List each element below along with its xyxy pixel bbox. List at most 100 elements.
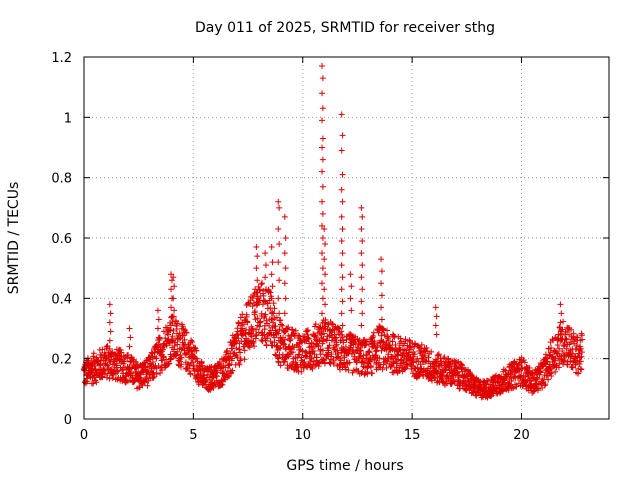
- data-point: [564, 361, 571, 368]
- data-point: [249, 295, 256, 302]
- data-point: [309, 365, 316, 372]
- data-point: [113, 360, 120, 367]
- data-point: [418, 341, 425, 348]
- x-tick-label: 15: [404, 428, 421, 443]
- data-point: [378, 292, 385, 299]
- data-point: [369, 370, 376, 377]
- data-point: [168, 304, 175, 311]
- data-point: [338, 111, 345, 118]
- data-point: [359, 310, 366, 317]
- data-point: [329, 320, 336, 327]
- data-point: [304, 334, 311, 341]
- data-point: [556, 360, 563, 367]
- data-point: [193, 355, 200, 362]
- data-point: [259, 280, 266, 287]
- data-point: [189, 338, 196, 345]
- data-point: [237, 322, 244, 329]
- data-point: [558, 328, 565, 335]
- data-point: [153, 371, 160, 378]
- data-point: [285, 332, 292, 339]
- data-point: [275, 259, 282, 266]
- data-point: [166, 319, 173, 326]
- data-point: [224, 347, 231, 354]
- data-point: [174, 320, 181, 327]
- data-point: [358, 225, 365, 232]
- data-point: [216, 359, 223, 366]
- data-point: [494, 378, 501, 385]
- data-point: [458, 365, 465, 372]
- data-point: [177, 363, 184, 370]
- data-point: [330, 360, 337, 367]
- data-point: [378, 338, 385, 345]
- data-point: [304, 327, 311, 334]
- x-tick-label: 0: [80, 428, 88, 443]
- data-point: [409, 356, 416, 363]
- data-point: [227, 370, 234, 377]
- data-point: [380, 361, 387, 368]
- data-point: [319, 183, 326, 190]
- data-point: [234, 354, 241, 361]
- data-point: [322, 241, 329, 248]
- data-point: [549, 336, 556, 343]
- data-point: [276, 241, 283, 248]
- data-point: [558, 310, 565, 317]
- data-point: [166, 360, 173, 367]
- data-point: [214, 367, 221, 374]
- data-point: [513, 383, 520, 390]
- data-point: [577, 345, 584, 352]
- data-point: [359, 238, 366, 245]
- data-point: [154, 325, 161, 332]
- data-point: [154, 307, 161, 314]
- data-point: [331, 346, 338, 353]
- data-point: [319, 63, 325, 70]
- data-point: [250, 339, 257, 346]
- data-point: [363, 341, 370, 348]
- data-point: [544, 355, 551, 362]
- data-point: [275, 225, 282, 232]
- data-point: [282, 265, 289, 272]
- data-point: [96, 361, 103, 368]
- data-point: [378, 332, 385, 339]
- data-point: [279, 340, 286, 347]
- data-point: [253, 326, 260, 333]
- data-point: [282, 295, 289, 302]
- data-point: [319, 156, 326, 163]
- data-point: [319, 105, 326, 112]
- data-point: [378, 304, 385, 311]
- data-point: [254, 277, 261, 284]
- data-point: [276, 326, 283, 333]
- data-point: [553, 349, 560, 356]
- data-point: [319, 265, 326, 272]
- data-point: [285, 324, 292, 331]
- data-point: [90, 350, 97, 357]
- data-point: [92, 372, 99, 379]
- data-point: [187, 371, 194, 378]
- data-point: [548, 373, 555, 380]
- data-point: [571, 340, 578, 347]
- data-point: [395, 356, 402, 363]
- data-point: [171, 346, 178, 353]
- data-point: [319, 250, 325, 257]
- data-point: [134, 360, 141, 367]
- data-point: [323, 337, 330, 344]
- data-point: [155, 316, 162, 323]
- data-point: [201, 379, 208, 386]
- data-point: [433, 331, 440, 338]
- data-point: [372, 351, 379, 358]
- data-point: [390, 332, 397, 339]
- data-point: [367, 356, 374, 363]
- data-point: [571, 353, 578, 360]
- data-point: [184, 350, 191, 357]
- data-point: [364, 370, 371, 377]
- data-point: [263, 262, 269, 269]
- data-point: [125, 351, 132, 358]
- data-point: [402, 337, 409, 344]
- data-point: [269, 283, 276, 290]
- data-point: [276, 310, 283, 317]
- data-point: [226, 360, 233, 367]
- data-point: [253, 244, 260, 251]
- data-point: [357, 347, 364, 354]
- data-point: [345, 367, 352, 374]
- data-point: [552, 368, 559, 375]
